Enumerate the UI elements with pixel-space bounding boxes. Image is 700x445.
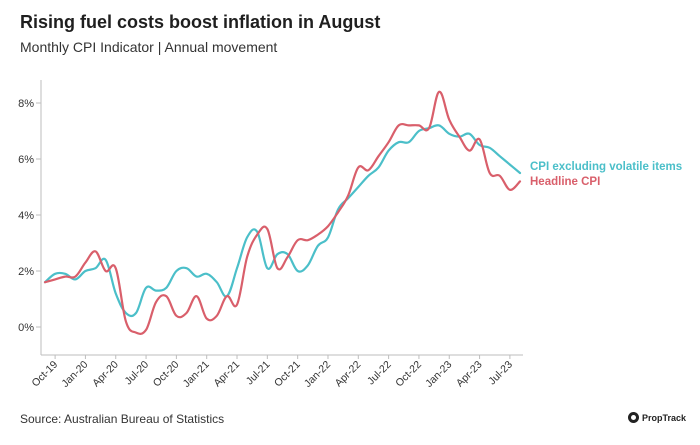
x-tick-label: Jan-21 xyxy=(181,359,212,390)
x-tick-label: Jan-22 xyxy=(302,359,333,390)
y-tick-label: 6% xyxy=(18,154,34,166)
x-tick-label: Oct-21 xyxy=(272,359,303,390)
y-tick-label: 4% xyxy=(18,210,34,222)
x-tick-label: Apr-22 xyxy=(333,359,364,390)
x-tick-label: Jan-20 xyxy=(59,359,90,390)
proptrack-logo-icon xyxy=(628,412,639,423)
x-tick-label: Oct-20 xyxy=(151,359,182,390)
legend: CPI excluding volatile items Headline CPI xyxy=(530,161,682,188)
brand-logo: PropTrack xyxy=(628,412,686,423)
x-tick-label: Apr-20 xyxy=(90,359,121,390)
y-tick-label: 2% xyxy=(18,266,34,278)
y-tick-label: 8% xyxy=(18,98,34,110)
series-line-cpi-excluding-volatile-items xyxy=(43,124,522,318)
y-axis: 0% 2% 4% 6% 8% xyxy=(18,80,42,355)
chart-subtitle: Monthly CPI Indicator | Annual movement xyxy=(20,39,278,55)
chart-title: Rising fuel costs boost inflation in Aug… xyxy=(20,12,381,32)
x-tick-label: Oct-19 xyxy=(29,359,60,390)
x-tick-label: Apr-21 xyxy=(211,359,242,390)
legend-cpi-excluding-volatile-items: CPI excluding volatile items xyxy=(530,161,682,173)
x-tick-label: Jul-22 xyxy=(365,359,394,388)
source-note: Source: Australian Bureau of Statistics xyxy=(20,412,225,426)
x-tick-label: Oct-22 xyxy=(393,359,424,390)
x-tick-label: Jul-20 xyxy=(122,359,151,388)
x-tick-label: Jul-21 xyxy=(244,359,273,388)
legend-headline-cpi: Headline CPI xyxy=(530,176,600,188)
x-tick-label: Apr-23 xyxy=(454,359,485,390)
series-line-headline-cpi xyxy=(43,90,522,335)
y-tick-label: 0% xyxy=(18,322,34,334)
x-tick-label: Jan-23 xyxy=(423,359,454,390)
x-axis: Oct-19 Jan-20 Apr-20 Jul-20 Oct-20 Jan-21 Apr-… xyxy=(29,354,523,390)
brand-name: PropTrack xyxy=(642,412,687,423)
plot-lines xyxy=(43,90,522,335)
x-tick-label: Jul-23 xyxy=(486,359,515,388)
